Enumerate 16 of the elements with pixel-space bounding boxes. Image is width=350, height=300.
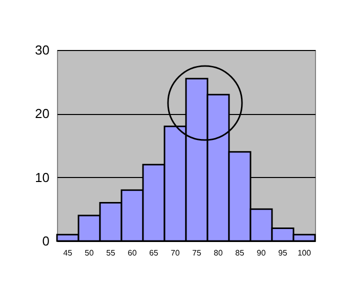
y-tick-label: 20 xyxy=(35,106,50,122)
x-tick-label: 55 xyxy=(106,248,116,258)
x-tick-label: 80 xyxy=(214,248,224,258)
x-tick-label: 85 xyxy=(235,248,245,258)
y-tick-label: 10 xyxy=(35,170,50,185)
x-tick-label: 100 xyxy=(298,248,312,258)
y-tick-label: 30 xyxy=(35,42,50,58)
x-tick-label: 45 xyxy=(63,248,73,258)
x-tick-label: 60 xyxy=(128,248,138,258)
x-tick-label: 75 xyxy=(192,248,202,258)
x-tick-label: 90 xyxy=(256,248,266,258)
x-tick-label: 65 xyxy=(149,248,159,258)
y-tick-label: 0 xyxy=(42,234,50,248)
x-tick-label: 50 xyxy=(84,248,94,258)
x-tick-label: 95 xyxy=(278,248,288,258)
x-tick-label: 70 xyxy=(170,248,180,258)
